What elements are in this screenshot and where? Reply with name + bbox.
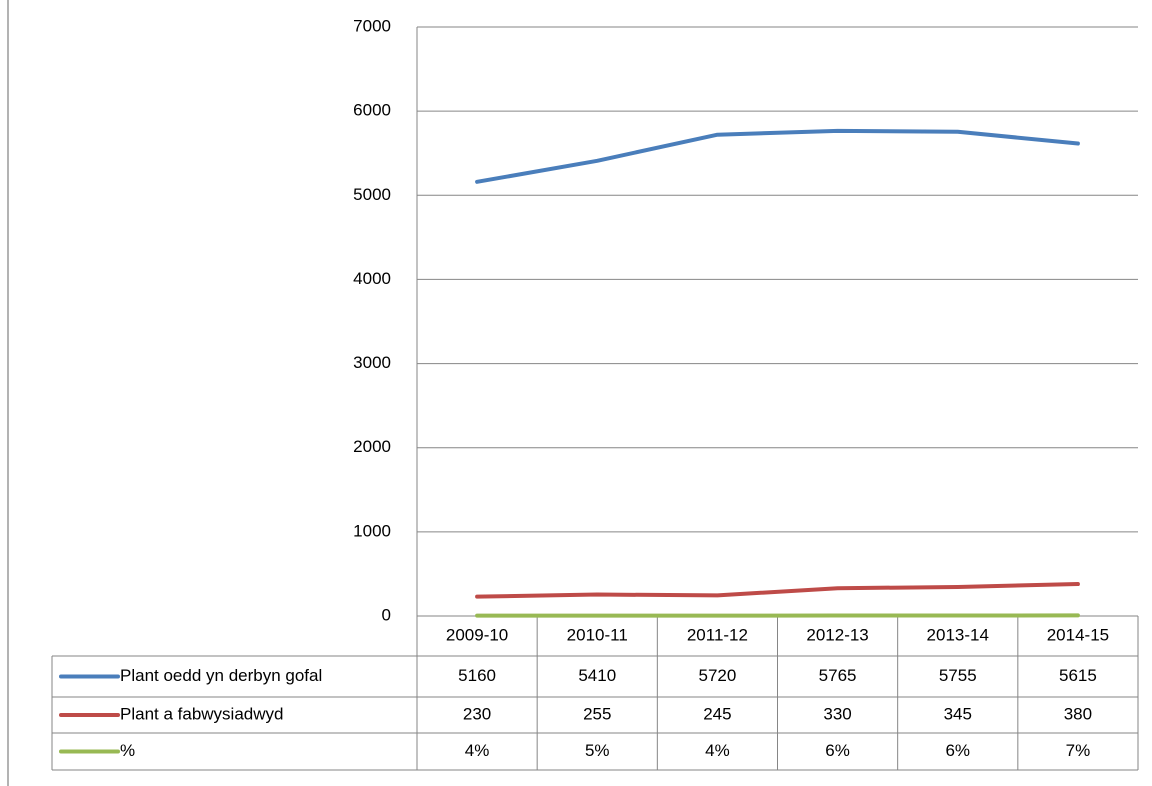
table-value: 7% <box>1066 741 1091 760</box>
y-tick-label: 6000 <box>353 101 391 120</box>
y-tick-label: 2000 <box>353 437 391 456</box>
table-value: 230 <box>463 704 491 723</box>
legend-label: Plant a fabwysiadwyd <box>120 704 283 723</box>
x-tick-label: 2010-11 <box>567 625 628 644</box>
series-line <box>475 582 1080 599</box>
table-value: 330 <box>823 704 851 723</box>
x-tick-label: 2011-12 <box>687 625 748 644</box>
y-tick-label: 4000 <box>353 269 391 288</box>
table-value: 255 <box>583 704 611 723</box>
x-tick-label: 2009-10 <box>446 625 508 644</box>
table-value: 5160 <box>458 666 496 685</box>
legend-label: Plant oedd yn derbyn gofal <box>120 666 322 685</box>
table-value: 6% <box>825 741 850 760</box>
table-value: 345 <box>944 704 972 723</box>
series-line <box>475 128 1080 184</box>
table-value: 5% <box>585 741 610 760</box>
legend-label: % <box>120 741 135 760</box>
table-value: 5765 <box>819 666 857 685</box>
table-value: 245 <box>703 704 731 723</box>
x-tick-label: 2012-13 <box>806 625 868 644</box>
y-tick-label: 5000 <box>353 185 391 204</box>
table-value: 5615 <box>1059 666 1097 685</box>
table-value: 5755 <box>939 666 977 685</box>
table-value: 5720 <box>699 666 737 685</box>
y-tick-label: 3000 <box>353 353 391 372</box>
x-tick-label: 2014-15 <box>1047 625 1109 644</box>
table-value: 4% <box>705 741 730 760</box>
y-tick-label: 1000 <box>353 521 391 540</box>
table-value: 5410 <box>578 666 616 685</box>
x-tick-label: 2013-14 <box>927 625 989 644</box>
y-tick-label: 7000 <box>353 16 391 35</box>
y-tick-label: 0 <box>382 605 391 624</box>
table-value: 380 <box>1064 704 1092 723</box>
table-value: 4% <box>465 741 490 760</box>
table-value: 6% <box>945 741 970 760</box>
